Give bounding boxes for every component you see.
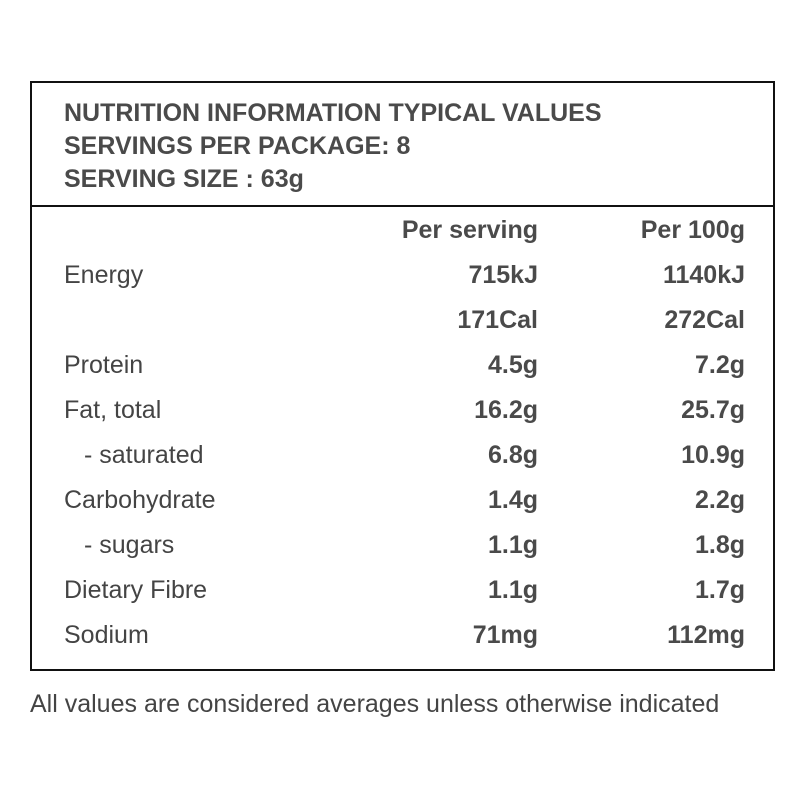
table-row-carbohydrate: Carbohydrate 1.4g 2.2g xyxy=(32,478,773,523)
nutrition-header: NUTRITION INFORMATION TYPICAL VALUES SER… xyxy=(32,83,773,207)
row-label: Fat, total xyxy=(64,396,162,424)
table-row-energy-kj: Energy 715kJ 1140kJ xyxy=(32,253,773,298)
per-100g-value: 2.2g xyxy=(694,486,745,514)
row-label: Energy xyxy=(64,261,144,289)
row-label: Protein xyxy=(64,351,144,379)
nutrition-panel: NUTRITION INFORMATION TYPICAL VALUES SER… xyxy=(30,81,775,671)
per-100g-value: 7.2g xyxy=(694,351,745,379)
per-100g-header: Per 100g xyxy=(640,216,745,244)
table-row-energy-cal: 171Cal 272Cal xyxy=(32,298,773,343)
table-row-dietary-fibre: Dietary Fibre 1.1g 1.7g xyxy=(32,568,773,613)
row-label: Sodium xyxy=(64,621,149,649)
per-serving-value: 1.4g xyxy=(487,486,538,514)
per-100g-value: 1140kJ xyxy=(662,261,745,289)
per-100g-value: 1.7g xyxy=(694,576,745,604)
per-serving-value: 171Cal xyxy=(457,306,538,334)
per-serving-value: 6.8g xyxy=(487,441,538,469)
servings-per-package: SERVINGS PER PACKAGE: 8 xyxy=(64,132,411,160)
per-serving-value: 1.1g xyxy=(487,576,538,604)
per-100g-value: 272Cal xyxy=(664,306,745,334)
row-label: - sugars xyxy=(84,531,175,559)
per-serving-value: 1.1g xyxy=(487,531,538,559)
column-header-row: Per serving Per 100g xyxy=(32,208,773,253)
per-100g-value: 25.7g xyxy=(681,396,745,424)
averages-footnote: All values are considered averages unles… xyxy=(30,690,720,718)
nutrition-title: NUTRITION INFORMATION TYPICAL VALUES xyxy=(64,99,602,127)
table-row-sugars: - sugars 1.1g 1.8g xyxy=(32,523,773,568)
table-row-saturated: - saturated 6.8g 10.9g xyxy=(32,433,773,478)
per-100g-value: 1.8g xyxy=(694,531,745,559)
per-serving-value: 16.2g xyxy=(474,396,538,424)
per-100g-value: 10.9g xyxy=(681,441,745,469)
row-label: Dietary Fibre xyxy=(64,576,208,604)
per-100g-value: 112mg xyxy=(667,621,745,649)
table-row-sodium: Sodium 71mg 112mg xyxy=(32,613,773,658)
row-label: Carbohydrate xyxy=(64,486,216,514)
table-row-fat-total: Fat, total 16.2g 25.7g xyxy=(32,388,773,433)
table-row-protein: Protein 4.5g 7.2g xyxy=(32,343,773,388)
per-serving-value: 715kJ xyxy=(468,261,538,289)
row-label: - saturated xyxy=(84,441,204,469)
per-serving-value: 4.5g xyxy=(487,351,538,379)
per-serving-value: 71mg xyxy=(472,621,538,649)
serving-size: SERVING SIZE : 63g xyxy=(64,165,304,193)
per-serving-header: Per serving xyxy=(401,216,538,244)
